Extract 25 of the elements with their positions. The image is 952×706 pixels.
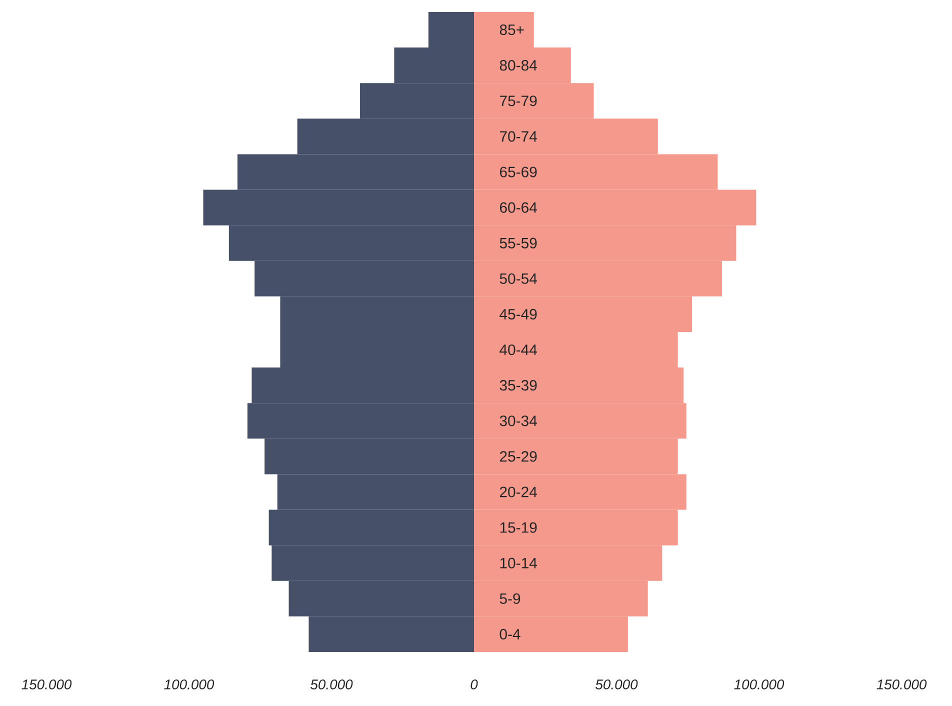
y-tick-label: 30-34 bbox=[500, 416, 537, 426]
y-tick-label: 80-84 bbox=[500, 60, 537, 71]
y-tick-label: 70-74 bbox=[500, 131, 537, 142]
y-tick-label: 0-4 bbox=[500, 628, 520, 640]
y-tick-label: 40-44 bbox=[500, 344, 537, 356]
x-tick-label: 150.000 bbox=[876, 680, 927, 690]
y-tick-label: 45-49 bbox=[500, 308, 537, 320]
y-tick-label: 55-59 bbox=[500, 238, 537, 248]
x-tick-label: 100.000 bbox=[734, 680, 784, 690]
y-tick-label: 25-29 bbox=[500, 451, 537, 462]
y-tick-label: 50-54 bbox=[500, 273, 537, 284]
x-tick-label: 100.000 bbox=[164, 680, 214, 690]
y-tick-label: 85+ bbox=[500, 24, 524, 36]
y-tick-label: 15-19 bbox=[500, 522, 537, 533]
x-tick-label: 150.000 bbox=[22, 680, 72, 690]
x-tick-label: 50.000 bbox=[595, 680, 638, 690]
y-tick-label: 5-9 bbox=[500, 593, 520, 604]
y-tick-label: 20-24 bbox=[500, 486, 537, 498]
y-tick-label: 60-64 bbox=[500, 202, 537, 213]
y-tick-label: 10-14 bbox=[500, 558, 537, 568]
x-tick-label: 0 bbox=[470, 680, 478, 690]
y-tick-label: 35-39 bbox=[500, 380, 537, 391]
y-tick-label: 65-69 bbox=[500, 166, 537, 178]
y-tick-label: 75-79 bbox=[500, 96, 537, 106]
x-tick-label: 50.000 bbox=[310, 680, 353, 690]
